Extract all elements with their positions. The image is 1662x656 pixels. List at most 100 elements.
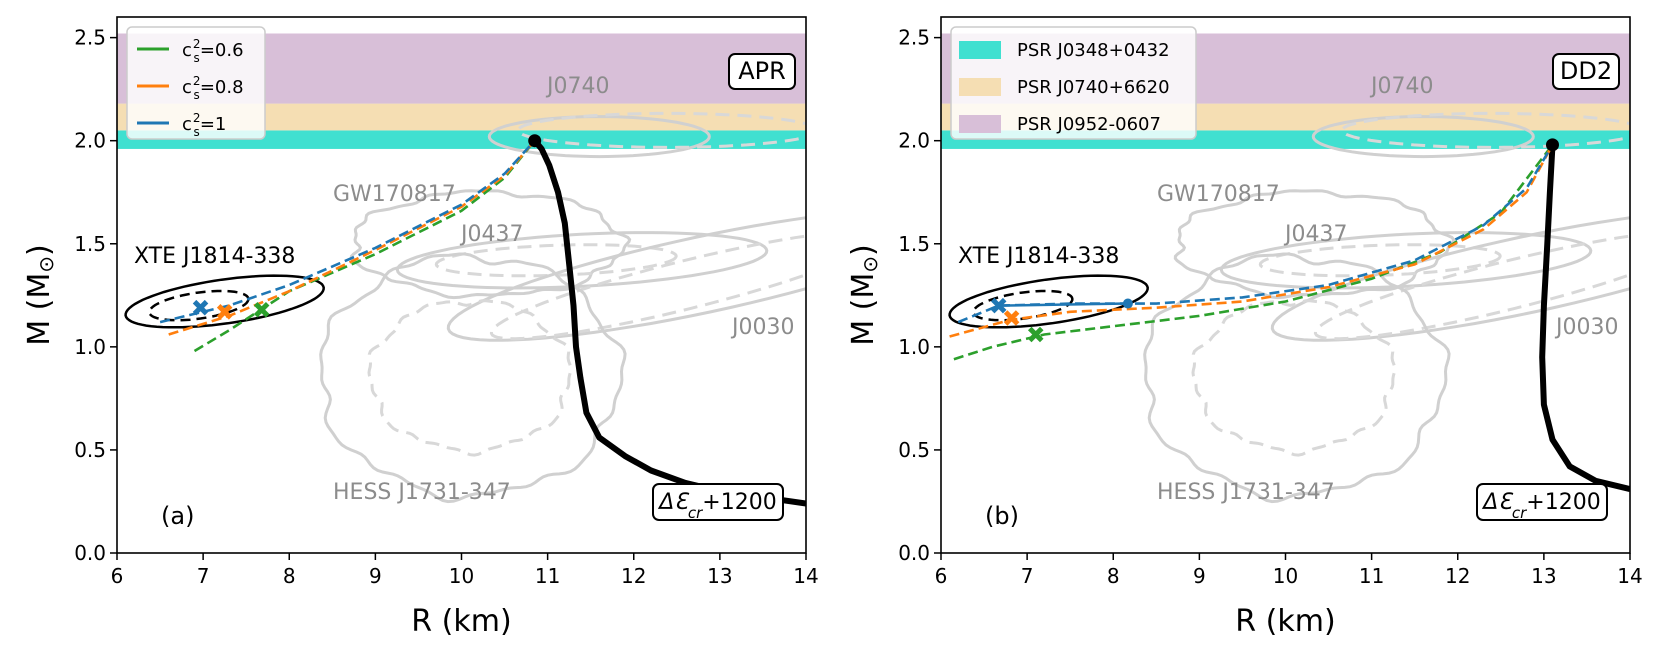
legend-swatch — [959, 78, 1001, 96]
j0437-contour — [1219, 231, 1593, 290]
delta-label: ΔƐcr+1200 — [1481, 490, 1600, 522]
x-tick-label: 12 — [621, 564, 646, 588]
marker-x-0 — [192, 299, 209, 316]
marker-x-1 — [1003, 310, 1020, 326]
xte-contour — [948, 274, 1149, 329]
panel-a: 6 7 8 9 10 11 12 13 14 0.0 0.5 1.0 1.5 2.0 2.5 R (km) M … — [22, 16, 819, 639]
y-axis-label-close: ) — [22, 244, 57, 256]
max-mass-point — [528, 134, 542, 148]
delta-symbol: ΔƐ — [657, 490, 689, 515]
hess-contour-inner — [1191, 299, 1397, 457]
series-line-c-s-2-0-8 — [949, 144, 1554, 338]
j0740-contour-inner — [516, 111, 806, 149]
gw170817-contour — [349, 189, 632, 300]
legend-label-sup: 2 — [193, 74, 201, 88]
marker-x-2 — [253, 301, 270, 318]
gw170817-label: GW170817 — [333, 182, 456, 207]
legend-label-c: c — [182, 114, 192, 135]
hess-contour — [319, 252, 627, 504]
x-tick-label: 6 — [111, 564, 124, 588]
xte-label: XTE J1814-338 — [134, 244, 295, 269]
hess-label: HESS J1731-347 — [1157, 480, 1335, 505]
hess-contour-inner — [367, 299, 573, 457]
marker-x-2 — [1027, 326, 1044, 343]
j0740-label: J0740 — [545, 74, 609, 99]
x-tick-label: 12 — [1445, 564, 1470, 588]
j0030-label: J0030 — [730, 315, 794, 340]
x-tick-label: 9 — [1193, 564, 1206, 588]
gw170817-label: GW170817 — [1157, 182, 1280, 207]
x-tick-label: 8 — [1107, 564, 1120, 588]
gw170817-contour — [1173, 189, 1456, 300]
x-tick-label: 6 — [935, 564, 948, 588]
j0437-contour-inner — [434, 243, 678, 278]
x-tick-label: 7 — [197, 564, 210, 588]
hess-label: HESS J1731-347 — [333, 480, 511, 505]
xte-contour — [124, 274, 325, 329]
y-tick-label: 0.5 — [898, 438, 930, 462]
x-axis-label: R (km) — [411, 604, 511, 639]
legend-label: PSR J0952-0607 — [1017, 114, 1161, 135]
main-eos-curve — [1539, 144, 1630, 493]
y-tick-label: 1.0 — [898, 335, 930, 359]
model-label: APR — [738, 57, 786, 85]
j0437-label: J0437 — [459, 222, 523, 247]
x-tick-label: 10 — [449, 564, 474, 588]
xte-label: XTE J1814-338 — [958, 244, 1119, 269]
j0437-contour-inner — [1258, 243, 1502, 278]
x-tick-label: 9 — [369, 564, 382, 588]
legend-label-c: c — [182, 77, 192, 98]
j0437-label: J0437 — [1283, 222, 1347, 247]
legend-label: c2 s=0.8 — [182, 74, 244, 102]
y-tick-label: 2.0 — [74, 129, 106, 153]
x-tick-label: 13 — [707, 564, 732, 588]
y-tick-label: 2.5 — [898, 26, 930, 50]
delta-label-box — [652, 483, 784, 521]
series-line-c-s-2-0-6 — [953, 144, 1554, 361]
legend-label-sup: 2 — [193, 37, 201, 51]
delta-label: ΔƐcr+1200 — [657, 490, 776, 522]
x-axis-label: R (km) — [1235, 604, 1335, 639]
delta-value: +1200 — [702, 490, 776, 515]
legend-box — [950, 26, 1197, 140]
legend-swatch — [959, 115, 1001, 133]
y-axis-label: M (M⊙) — [846, 244, 882, 346]
j0740-contour — [1311, 115, 1535, 159]
j0740-contour — [487, 115, 711, 159]
hess-contour — [1143, 252, 1451, 504]
legend-label-value: =1 — [200, 114, 227, 135]
delta-symbol: ΔƐ — [1481, 490, 1513, 515]
y-axis-label-main: M (M — [846, 273, 881, 346]
branch-end-point — [1122, 298, 1133, 309]
delta-value: +1200 — [1526, 490, 1600, 515]
y-tick-label: 0.0 — [898, 541, 930, 565]
y-axis-label-sun: ⊙ — [34, 256, 58, 273]
panel-letter: (a) — [161, 502, 194, 530]
panel-b: 6 7 8 9 10 11 12 13 14 0.0 0.5 1.0 1.5 2.0 2.5 R (km) M … — [846, 16, 1643, 639]
y-axis-label-sun: ⊙ — [858, 256, 882, 273]
legend-label: PSR J0740+6620 — [1017, 77, 1170, 98]
y-tick-label: 0.0 — [74, 541, 106, 565]
y-tick-label: 0.5 — [74, 438, 106, 462]
legend-label-sub: s — [194, 88, 200, 102]
legend-label-sup: 2 — [193, 111, 201, 125]
panel-letter: (b) — [985, 502, 1019, 530]
j0740-contour-inner — [1340, 111, 1630, 149]
max-mass-point — [1545, 138, 1559, 152]
j0437-contour — [395, 231, 769, 290]
x-tick-label: 14 — [1617, 564, 1642, 588]
j0030-contour-inner — [489, 234, 806, 341]
delta-sub: cr — [688, 504, 703, 522]
y-tick-label: 2.5 — [74, 26, 106, 50]
y-tick-label: 1.5 — [74, 232, 106, 256]
j0030-contour — [1270, 216, 1630, 342]
x-tick-label: 8 — [283, 564, 296, 588]
x-tick-label: 11 — [535, 564, 560, 588]
model-label-box — [728, 53, 796, 90]
x-tick-label: 11 — [1359, 564, 1384, 588]
legend-label: PSR J0348+0432 — [1017, 40, 1170, 61]
y-axis-label-close: ) — [846, 244, 881, 256]
branch-line — [998, 302, 1128, 307]
legend-label-value: =0.8 — [200, 77, 244, 98]
